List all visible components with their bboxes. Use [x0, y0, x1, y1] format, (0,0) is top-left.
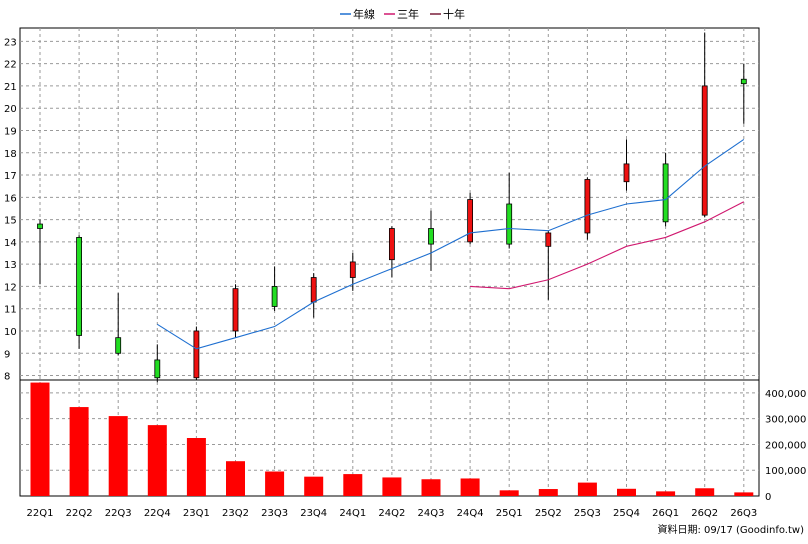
x-tick-label: 24Q1: [339, 508, 366, 519]
candle-body: [545, 232, 552, 247]
candle-body: [193, 330, 200, 379]
x-tick-label: 25Q1: [496, 508, 523, 519]
price-tick-label: 12: [4, 282, 17, 293]
candle-body: [467, 199, 474, 243]
candles-layer: [37, 32, 747, 383]
volume-bar: [147, 425, 167, 496]
grid-layer: [20, 28, 759, 496]
x-tick-label: 23Q4: [300, 508, 327, 519]
legend: 年線 三年 十年: [340, 7, 465, 21]
candle-body: [349, 261, 356, 278]
series-line: [157, 138, 745, 350]
volume-bar: [499, 490, 519, 496]
moving-average-lines: [157, 138, 745, 350]
volume-tick-label: 300,000: [765, 415, 806, 426]
price-tick-label: 11: [4, 305, 17, 316]
candle-body: [76, 237, 82, 336]
price-tick-label: 13: [4, 260, 17, 271]
price-tick-label: 23: [4, 37, 17, 48]
price-tick-label: 9: [4, 349, 10, 360]
volume-bar: [382, 477, 402, 496]
price-tick-label: 17: [4, 171, 17, 182]
candle-body: [37, 223, 43, 229]
price-tick-label: 21: [4, 82, 17, 93]
price-axis: 8 9 10 11 12 13 14 15 16 17 18 19 20 21 22 23: [4, 37, 17, 382]
x-tick-label: 22Q1: [27, 508, 54, 519]
candle-body: [623, 163, 630, 183]
x-tick-label: 24Q3: [418, 508, 445, 519]
x-tick-label: 22Q3: [105, 508, 132, 519]
legend-label-3: 十年: [443, 7, 465, 21]
x-tick-label: 22Q4: [144, 508, 171, 519]
volume-bar: [343, 474, 363, 496]
candle-body: [271, 286, 278, 307]
volume-bar: [30, 382, 50, 496]
candle-body: [428, 228, 434, 245]
price-tick-label: 10: [4, 327, 17, 338]
x-axis: 22Q1 22Q2 22Q3 22Q4 23Q1 23Q2 23Q3 23Q4 24Q1 24Q2…: [27, 508, 758, 519]
price-tick-label: 19: [4, 126, 17, 137]
price-tick-label: 22: [4, 60, 17, 71]
source-footer: 資料日期: 09/17 (Goodinfo.tw): [657, 523, 804, 536]
volume-bar: [656, 491, 676, 496]
volume-bar: [538, 489, 558, 496]
volume-bar: [421, 479, 441, 496]
x-tick-label: 26Q1: [652, 508, 679, 519]
volume-bar: [265, 471, 285, 496]
candle-body: [662, 163, 669, 223]
x-tick-label: 25Q2: [535, 508, 562, 519]
volume-bar: [617, 488, 636, 496]
candle-body: [506, 203, 513, 245]
candle-body: [388, 228, 395, 261]
volume-bar: [695, 488, 715, 496]
candle-body: [154, 359, 161, 379]
volume-bar: [226, 461, 245, 496]
volume-axis: 0 100,000 200,000 300,000 400,000: [765, 389, 806, 503]
price-tick-label: 8: [4, 372, 10, 383]
candle-body: [232, 288, 239, 332]
x-tick-label: 23Q2: [222, 508, 249, 519]
price-tick-label: 15: [4, 216, 17, 227]
volume-tick-label: 100,000: [765, 466, 806, 477]
volume-bar: [460, 478, 480, 496]
volume-bar: [577, 482, 597, 496]
x-tick-label: 23Q1: [183, 508, 210, 519]
candle-body: [584, 179, 591, 234]
volume-tick-label: 200,000: [765, 440, 806, 451]
volume-bar: [734, 492, 754, 496]
volume-tick-label: 0: [765, 492, 771, 503]
price-plot-frame: [19, 27, 760, 381]
candle-body: [701, 85, 708, 216]
series-line: [470, 201, 745, 290]
candle-body: [115, 337, 122, 354]
price-tick-label: 18: [4, 149, 17, 160]
price-tick-label: 16: [4, 193, 17, 204]
volume-bar: [186, 438, 206, 496]
volume-tick-label: 400,000: [765, 389, 806, 400]
legend-label-1: 年線: [353, 7, 375, 21]
x-tick-label: 22Q2: [66, 508, 93, 519]
candle-body: [740, 78, 747, 85]
x-tick-label: 26Q2: [691, 508, 718, 519]
volume-bar: [69, 407, 89, 496]
x-tick-label: 24Q2: [378, 508, 405, 519]
x-tick-label: 26Q3: [730, 508, 757, 519]
volume-bar: [108, 416, 128, 496]
legend-label-2: 三年: [397, 7, 419, 21]
x-tick-label: 24Q4: [457, 508, 484, 519]
x-tick-label: 25Q4: [613, 508, 640, 519]
candle-body: [310, 277, 317, 303]
price-tick-label: 20: [4, 104, 17, 115]
price-tick-label: 14: [4, 238, 17, 249]
volume-bar: [304, 476, 324, 496]
volume-bars: [30, 382, 754, 496]
x-tick-label: 23Q3: [261, 508, 288, 519]
x-tick-label: 25Q3: [574, 508, 601, 519]
